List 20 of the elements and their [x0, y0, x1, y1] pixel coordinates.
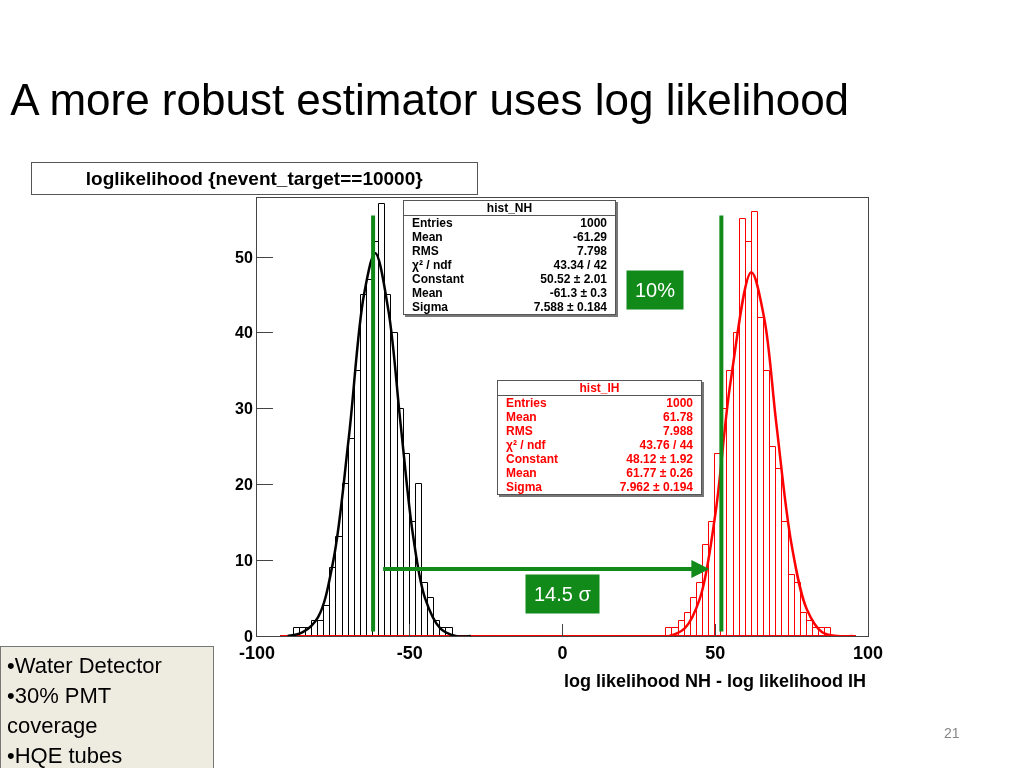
y-tick-label: 50	[235, 248, 253, 266]
chart-title: A more robust estimator uses log likelihood	[10, 75, 850, 125]
y-tick-label: 30	[235, 400, 253, 418]
text: •Water Detector •30% PMT coverage •HQE tubes	[0, 646, 214, 768]
x-tick-label: 0	[557, 642, 568, 663]
stats-box: hist_IH Entries 1000 Mean 61.78 RMS 7.988 χ² / ndf 43.76 / 44 Constant 48.12 ± 1.92 Mean 61.77 ± 0.26 Sigma 7.962 ± 0.194	[497, 380, 702, 495]
chart-subtitle: loglikelihood {nevent_target==10000}	[85, 168, 424, 189]
stats-box: hist_NH Entries 1000 Mean -61.29 RMS 7.798 χ² / ndf 43.34 / 42 Constant 50.52 ± 2.01 Mean -61.3 ± 0.3 Sigma 7.588 ± 0.184	[403, 200, 616, 315]
x-tick-label: 50	[705, 642, 726, 663]
text: 21	[944, 725, 960, 741]
x-tick-label: -100	[238, 642, 276, 663]
y-tick-label: 10	[235, 551, 253, 569]
x-tick-label: 100	[852, 642, 884, 663]
x-axis-title: log likelihood NH - log likelihood IH	[564, 671, 866, 691]
x-tick-label: -50	[396, 642, 423, 663]
annotation: 14.5 σ	[534, 583, 592, 605]
y-tick-label: 20	[235, 476, 253, 494]
annotation: 10%	[635, 279, 676, 301]
y-tick-label: 0	[243, 627, 253, 645]
y-tick-label: 40	[235, 324, 253, 342]
